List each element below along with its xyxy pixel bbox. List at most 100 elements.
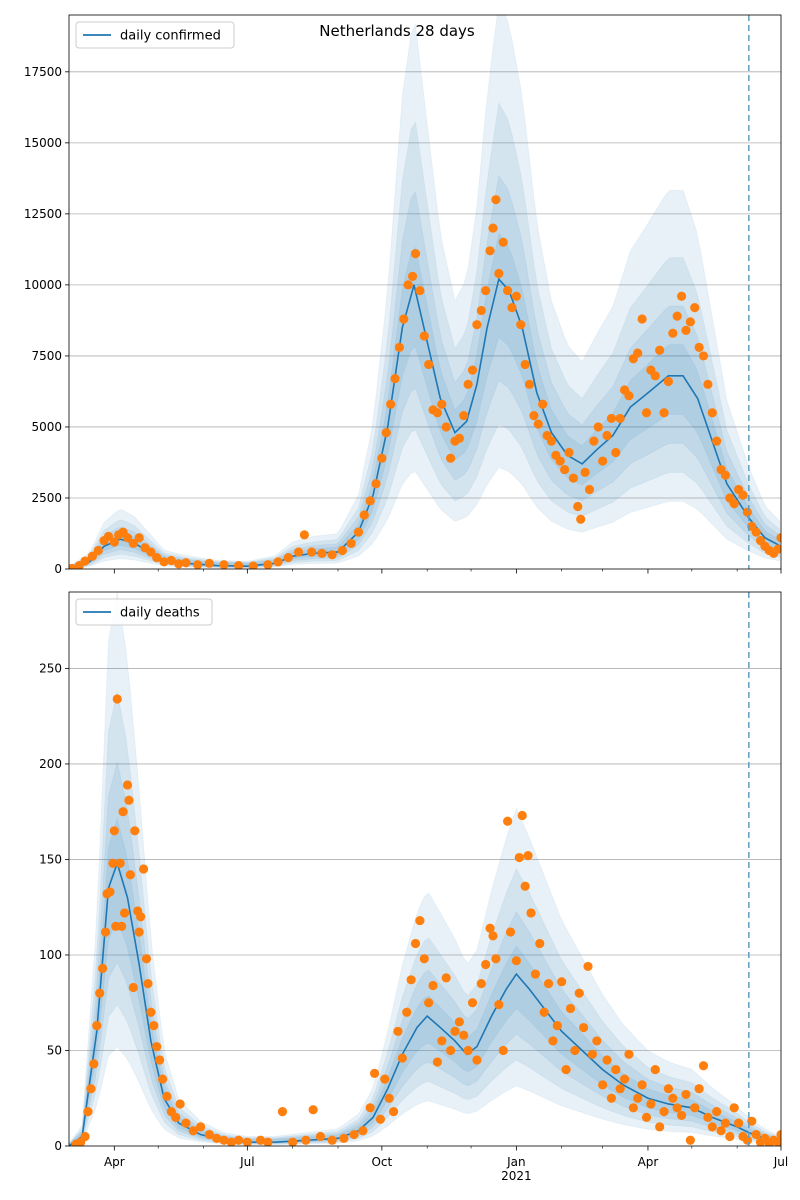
data-point <box>472 1055 482 1065</box>
data-point <box>503 816 513 826</box>
data-point <box>454 433 464 443</box>
data-point <box>406 975 416 985</box>
data-point <box>511 291 521 301</box>
data-point <box>685 317 695 327</box>
data-point <box>441 422 451 432</box>
data-point <box>138 864 149 874</box>
data-point <box>738 490 748 500</box>
data-point <box>375 1114 386 1124</box>
data-point <box>650 371 660 381</box>
data-point <box>615 1084 625 1094</box>
data-point <box>437 1036 447 1046</box>
data-point <box>122 533 133 543</box>
data-point <box>384 1093 394 1103</box>
data-point <box>95 988 105 998</box>
data-point <box>498 1045 508 1056</box>
data-point <box>93 545 103 556</box>
data-point <box>694 342 704 352</box>
data-point <box>698 351 709 361</box>
data-point <box>633 1093 643 1103</box>
data-point <box>646 1099 656 1109</box>
data-point <box>637 1080 647 1090</box>
data-point <box>467 998 478 1008</box>
data-point <box>365 496 375 506</box>
data-point <box>742 507 752 517</box>
data-point <box>299 530 309 540</box>
data-point <box>463 379 473 389</box>
data-point <box>293 547 304 557</box>
y-tick-label: 0 <box>54 1139 62 1153</box>
data-point <box>307 547 317 557</box>
data-point <box>242 1137 252 1146</box>
data-point <box>402 1007 412 1017</box>
data-point <box>365 1103 375 1113</box>
data-point <box>410 249 421 259</box>
y-tick-label: 12500 <box>24 207 62 221</box>
data-point <box>663 1084 674 1094</box>
data-point <box>397 1053 407 1063</box>
data-point <box>593 422 603 432</box>
data-point <box>128 982 138 993</box>
data-point <box>606 413 617 424</box>
data-point <box>369 1068 380 1079</box>
data-point <box>143 979 153 989</box>
data-point <box>598 1080 608 1090</box>
data-point <box>729 499 739 509</box>
data-point <box>507 303 517 313</box>
data-point <box>481 959 491 970</box>
observed-points <box>69 195 781 569</box>
data-point <box>583 961 593 972</box>
data-point <box>428 980 438 991</box>
y-tick-label: 15000 <box>24 136 62 150</box>
data-point <box>602 1055 612 1065</box>
data-point <box>419 954 429 964</box>
data-point <box>233 1135 244 1145</box>
data-point <box>773 1137 781 1146</box>
legend-label: daily confirmed <box>120 29 221 44</box>
data-point <box>301 1135 311 1145</box>
data-point <box>371 479 381 489</box>
data-point <box>432 1057 443 1067</box>
data-point <box>555 456 565 466</box>
x-tick-label: Oct <box>371 1155 392 1169</box>
data-point <box>676 291 687 301</box>
data-point <box>115 858 125 868</box>
data-point <box>288 1137 298 1146</box>
data-point <box>579 1022 589 1033</box>
data-point <box>707 408 717 418</box>
data-point <box>576 514 586 524</box>
data-point <box>359 510 369 520</box>
data-point <box>698 1061 709 1071</box>
data-point <box>349 1129 359 1140</box>
data-point <box>346 538 356 549</box>
data-point <box>546 436 557 446</box>
data-point <box>535 938 545 949</box>
data-point <box>128 538 138 549</box>
data-point <box>415 915 425 926</box>
data-point <box>155 1055 165 1065</box>
y-tick-label: 250 <box>39 661 62 675</box>
data-point <box>166 555 176 566</box>
data-point <box>668 1093 678 1103</box>
data-point <box>119 908 130 918</box>
data-point <box>388 1107 399 1117</box>
data-point <box>386 399 396 409</box>
data-point <box>659 1107 669 1117</box>
y-tick-label: 50 <box>47 1043 62 1057</box>
data-point <box>565 1003 576 1014</box>
data-point <box>580 467 590 478</box>
data-point <box>650 1064 660 1075</box>
x-tick-label: Apr <box>638 1155 659 1169</box>
data-point <box>130 826 140 836</box>
chart-title: Netherlands 28 days <box>319 22 475 40</box>
data-point <box>424 359 434 370</box>
data-point <box>175 1099 185 1109</box>
data-point <box>100 927 111 937</box>
data-point <box>358 1126 368 1136</box>
data-point <box>69 563 77 569</box>
data-point <box>488 931 498 941</box>
data-point <box>773 544 781 554</box>
data-point <box>690 1103 700 1113</box>
y-tick-label: 17500 <box>24 65 62 79</box>
data-point <box>450 1026 460 1036</box>
